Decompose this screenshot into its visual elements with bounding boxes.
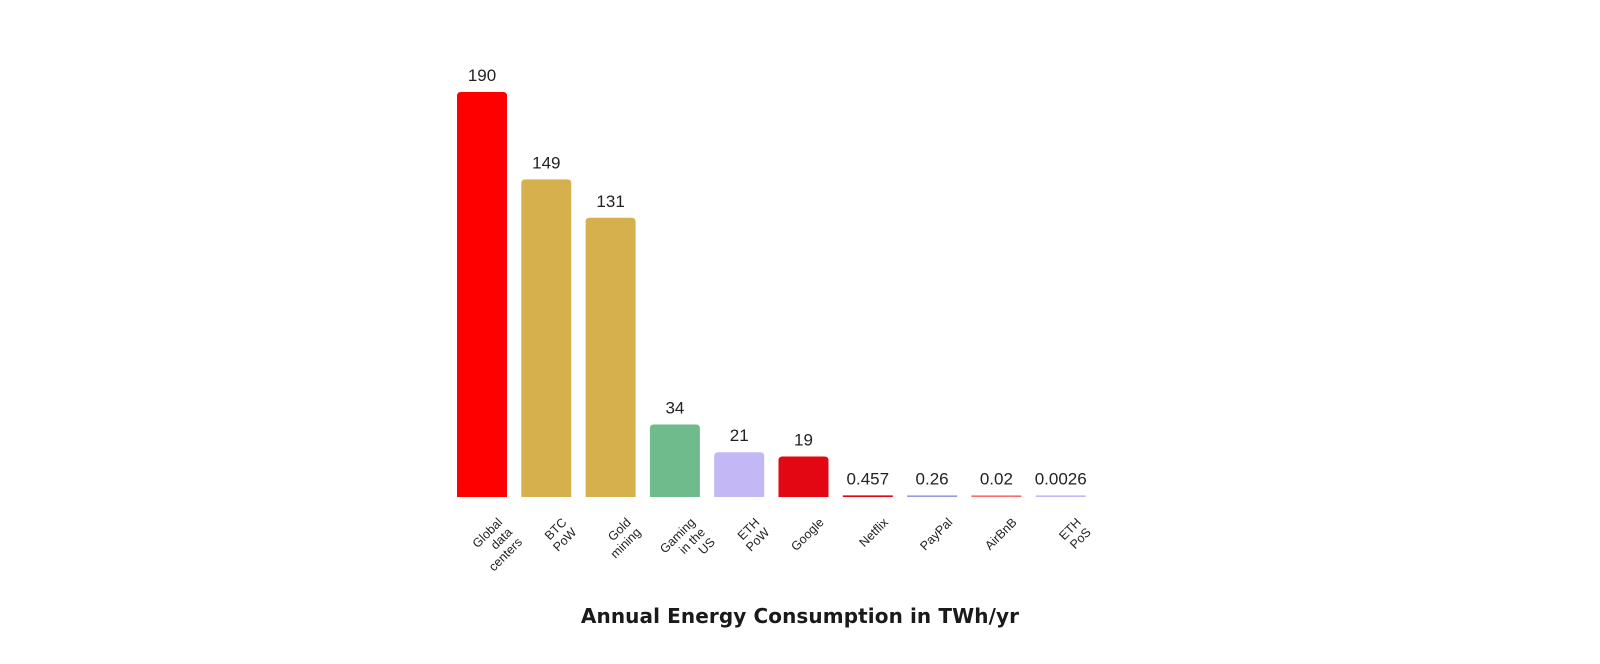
value-label: 0.0026	[1035, 469, 1087, 488]
value-label: 0.02	[980, 469, 1013, 488]
bars-group	[457, 92, 1086, 498]
category-label-line: Google	[788, 515, 826, 553]
value-label: 21	[730, 426, 749, 445]
category-label: ETHPoS	[1056, 515, 1093, 552]
bar-global-data-centers	[457, 92, 507, 497]
value-label: 131	[596, 192, 624, 211]
bar-eth-pos	[1035, 495, 1086, 497]
bar-eth-pow	[714, 452, 765, 497]
category-label: AirBnB	[982, 515, 1019, 552]
category-labels-group: Globaldatacenters BTCPoW Goldmining Gamingi…	[466, 515, 1094, 576]
value-labels-group: 190 149 131 34 21 19 0.457 0.26 0.02 0.0026	[468, 66, 1087, 488]
value-label: 190	[468, 66, 496, 85]
value-label: 19	[794, 431, 813, 450]
category-label: Gamingin theUS	[657, 515, 718, 576]
bar-netflix	[842, 495, 893, 497]
bar-btc-pow	[521, 179, 572, 498]
category-label-line: PayPal	[917, 515, 955, 553]
category-label: Google	[788, 515, 826, 553]
category-label: ETHPoW	[733, 515, 772, 554]
category-label: Globaldatacenters	[466, 515, 525, 574]
category-label: Netflix	[857, 515, 892, 550]
chart-title: Annual Energy Consumption in TWh/yr	[580, 604, 1020, 628]
category-label: PayPal	[917, 515, 955, 553]
category-label-line: AirBnB	[982, 515, 1019, 552]
category-label: Goldmining	[598, 515, 644, 561]
bar-paypal	[907, 495, 958, 497]
value-label: 34	[665, 399, 684, 418]
value-label: 0.26	[916, 469, 949, 488]
bar-airbnb	[971, 495, 1022, 497]
bar-gold-mining	[585, 217, 636, 497]
category-label-line: Netflix	[857, 515, 892, 550]
category-label: BTCPoW	[540, 515, 579, 554]
bar-gaming-in-the-us	[649, 424, 700, 497]
bar-google	[778, 456, 829, 497]
value-label: 149	[532, 153, 560, 172]
value-label: 0.457	[847, 469, 890, 488]
